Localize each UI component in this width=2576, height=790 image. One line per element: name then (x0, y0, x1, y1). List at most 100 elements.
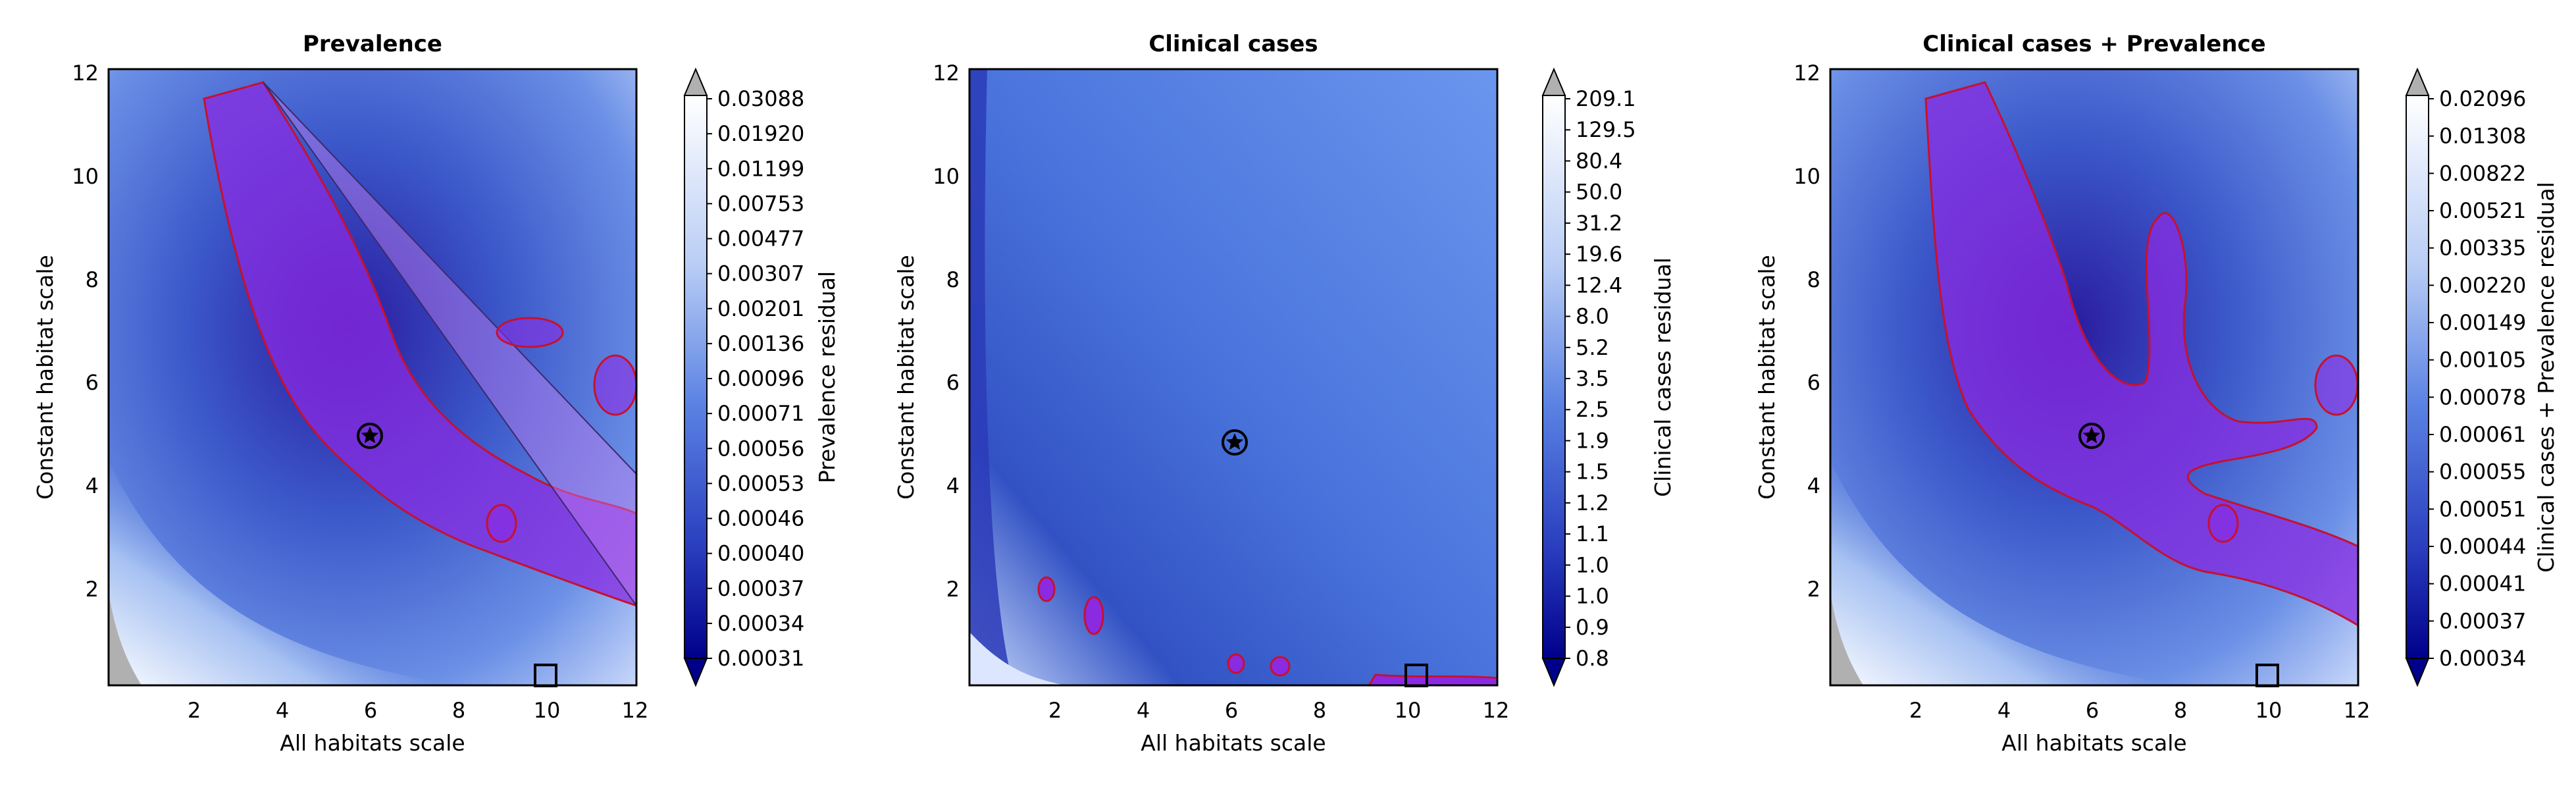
highlight-region (1924, 81, 2359, 627)
colorbar-label: Clinical cases residual (1650, 257, 1676, 497)
colorbar-tick-label: 12.4 (1576, 273, 1622, 298)
colorbar: 0.02096 0.01308 0.00822 0.00521 0.00335 0.002… (2405, 67, 2559, 687)
x-tick-label: 8 (1313, 698, 1326, 723)
panel-title: Prevalence (303, 31, 442, 57)
plot-frame (107, 68, 638, 687)
colorbar-tick-label: 0.00031 (717, 646, 804, 671)
highlight-region (1367, 673, 1499, 687)
colorbar-extend-bottom (2405, 658, 2430, 687)
highlight-blob (1083, 596, 1104, 635)
colorbar-tick-label: 2.5 (1576, 397, 1609, 422)
y-tick-label: 12 (1793, 61, 1820, 86)
colorbar-tick-label: 0.9 (1576, 615, 1609, 640)
x-tick-label: 12 (2344, 698, 2371, 723)
star-icon (1225, 433, 1244, 450)
x-tick-label: 2 (1048, 698, 1062, 723)
colorbar-tick-label: 0.00056 (717, 436, 804, 461)
highlight-blob (1270, 656, 1291, 677)
colorbar-label: Clinical cases + Prevalence residual (2533, 182, 2559, 572)
y-tick-label: 8 (1807, 267, 1820, 292)
colorbar-tick-label: 0.00046 (717, 506, 804, 531)
colorbar-tick-label: 19.6 (1576, 242, 1622, 267)
colorbar-tick-label: 8.0 (1576, 304, 1609, 329)
star-icon (2082, 427, 2101, 444)
colorbar-tick-label: 0.01308 (2439, 124, 2526, 149)
axis-ticks: 2 4 6 8 10 12 2 4 6 8 10 12 (1793, 61, 2370, 723)
colorbar-bar (2406, 95, 2429, 659)
colorbar-tick-label: 3.5 (1576, 366, 1609, 391)
colorbar-tick-label: 80.4 (1576, 148, 1622, 173)
y-tick-label: 8 (86, 267, 99, 292)
colorbar-tick-label: 129.5 (1576, 117, 1636, 142)
colorbar-tick-label: 0.00071 (717, 401, 804, 426)
colorbar-tick-label: 0.8 (1576, 646, 1609, 671)
colorbar-tick-label: 0.00034 (717, 611, 804, 636)
colorbar-tick-label: 0.00037 (2439, 608, 2526, 633)
colorbar: 0.03088 0.01920 0.01199 0.00753 0.00477 0.003… (683, 67, 840, 687)
y-tick-label: 4 (946, 473, 960, 498)
colorbar-tick-label: 0.00096 (717, 366, 804, 391)
colorbar-tick-label: 0.00055 (2439, 460, 2526, 485)
colorbar-tick-label: 50.0 (1576, 180, 1622, 205)
colorbar-tick-label: 0.00037 (717, 576, 804, 601)
highlight-blob (593, 354, 638, 416)
y-tick-label: 10 (933, 164, 960, 189)
y-tick-label: 6 (86, 370, 99, 395)
y-tick-label: 2 (86, 577, 99, 602)
highlight-region (203, 81, 638, 608)
y-tick-label: 12 (72, 61, 99, 86)
panel-title: Clinical cases (1148, 31, 1318, 57)
colorbar-extend-top (2405, 67, 2430, 96)
colorbar-tick-label: 0.00053 (717, 471, 804, 496)
colorbar-tick-label: 0.01199 (717, 156, 804, 181)
colorbar-extend-bottom (683, 658, 708, 687)
colorbar-tick-label: 0.03088 (717, 86, 804, 111)
x-tick-label: 4 (1997, 698, 2011, 723)
highlight-blob (2207, 504, 2239, 543)
colorbar-tick-label: 0.00136 (717, 331, 804, 356)
colorbar-label: Prevalence residual (814, 271, 840, 483)
colorbar-tick-label: 1.0 (1576, 584, 1609, 609)
panel-combined: Clinical cases + Prevalence 2 4 6 8 10 1… (1754, 31, 2559, 756)
colorbar-tick-label: 0.00034 (2439, 646, 2526, 671)
colorbar-tick-label: 209.1 (1576, 86, 1636, 111)
colorbar-tick-label: 0.00044 (2439, 534, 2526, 559)
x-tick-label: 10 (2255, 698, 2282, 723)
low-region (969, 69, 1014, 685)
colorbar-tick-label: 1.0 (1576, 552, 1609, 577)
colorbar-ticks: 0.03088 0.01920 0.01199 0.00753 0.00477 0.003… (707, 86, 804, 671)
y-tick-label: 10 (72, 164, 99, 189)
colorbar-extend-bottom (1541, 658, 1566, 687)
extend-region (109, 592, 142, 685)
plot-frame (1829, 68, 2359, 687)
plot-area (107, 68, 638, 687)
y-tick-label: 10 (1793, 164, 1820, 189)
colorbar-tick-label: 0.02096 (2439, 86, 2526, 111)
colorbar-tick-label: 0.00040 (717, 541, 804, 566)
colorbar-tick-label: 0.00822 (2439, 161, 2526, 186)
x-tick-label: 4 (276, 698, 289, 723)
colorbar-tick-label: 0.00149 (2439, 310, 2526, 335)
colorbar-tick-label: 1.9 (1576, 428, 1609, 453)
x-tick-label: 12 (1483, 698, 1510, 723)
colorbar-tick-label: 0.00521 (2439, 198, 2526, 223)
x-tick-label: 10 (1395, 698, 1422, 723)
panel-title: Clinical cases + Prevalence (1922, 31, 2266, 57)
colorbar-tick-label: 1.2 (1576, 490, 1609, 515)
plot-area (1829, 68, 2359, 687)
x-axis-label: All habitats scale (1141, 730, 1326, 756)
colorbar-tick-label: 0.00477 (717, 226, 804, 251)
x-tick-label: 6 (1225, 698, 1238, 723)
y-tick-label: 2 (1807, 577, 1820, 602)
highlight-blob (496, 317, 564, 348)
y-tick-label: 6 (946, 370, 960, 395)
y-axis-label: Constant habitat scale (32, 255, 58, 500)
x-axis-label: All habitats scale (2001, 730, 2186, 756)
star-marker (2078, 423, 2105, 449)
colorbar-tick-label: 0.00061 (2439, 422, 2526, 447)
colorbar-tick-label: 0.00041 (2439, 571, 2526, 596)
colorbar-tick-label: 31.2 (1576, 211, 1622, 236)
colorbar-tick-label: 0.00105 (2439, 348, 2526, 373)
colorbar-bar (1542, 95, 1566, 659)
colorbar-tick-label: 0.00335 (2439, 236, 2526, 261)
